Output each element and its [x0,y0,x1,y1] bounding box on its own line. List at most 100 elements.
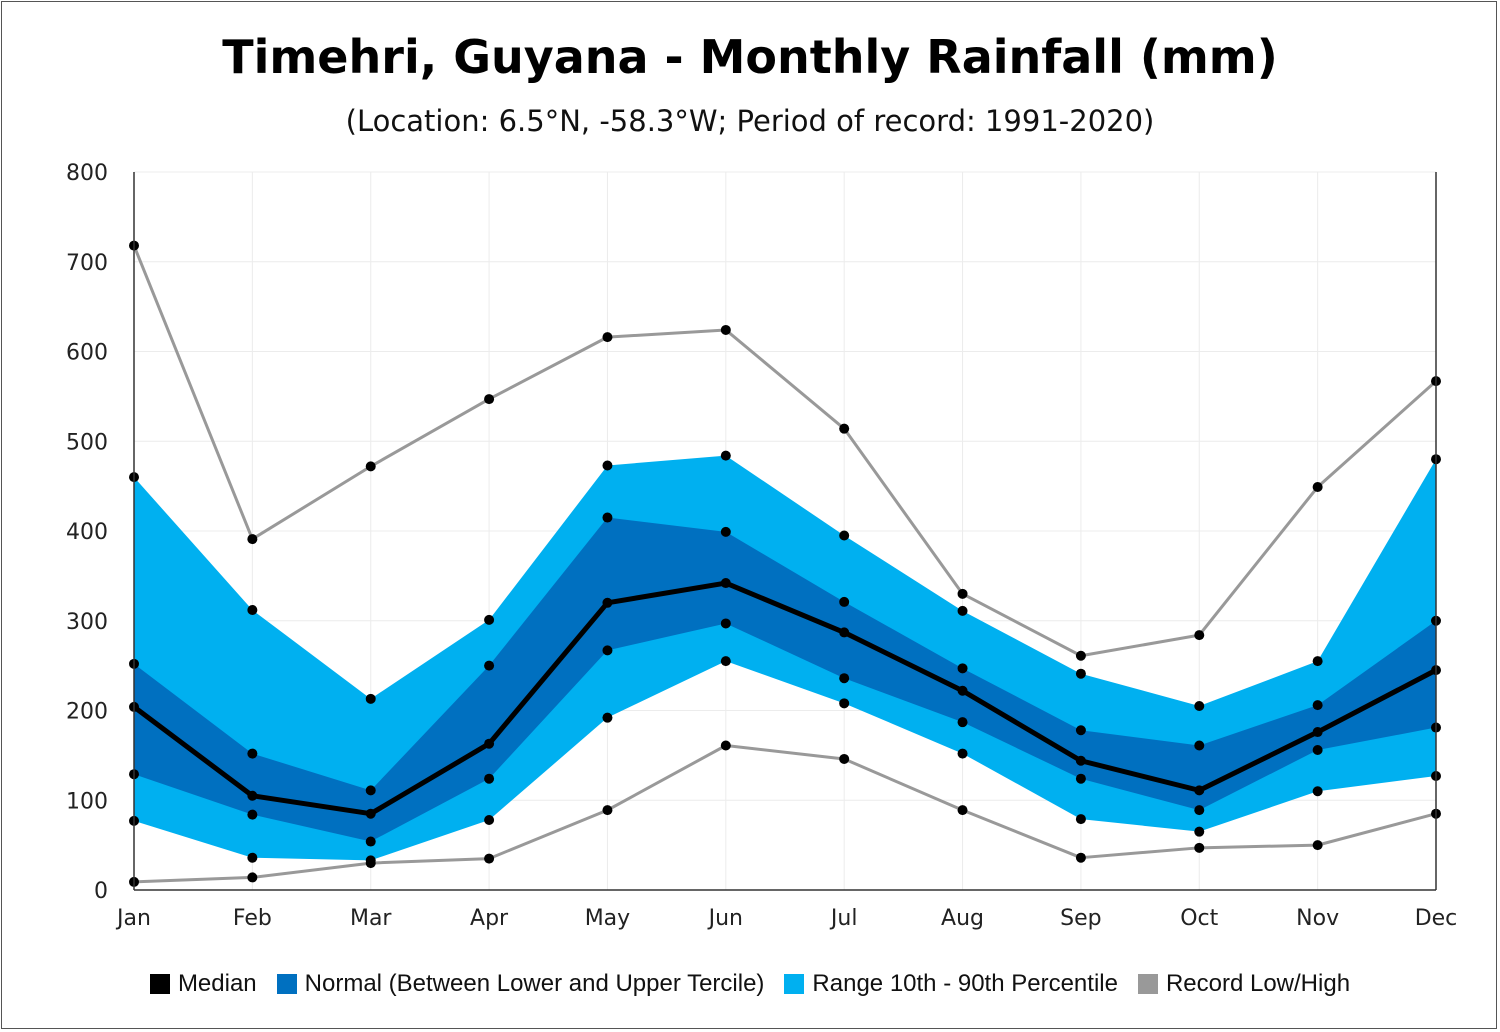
legend-label-percentile-range: Range 10th - 90th Percentile [812,970,1118,997]
median-point [1312,727,1323,738]
record-high-point [1194,630,1205,641]
lower-tercile-point [720,618,731,629]
legend-item-record: Record Low/High [1137,970,1351,998]
lower-tercile-point [365,836,376,847]
y-tick-label: 800 [66,161,108,186]
record-low-point [484,853,495,864]
y-tick-label: 0 [94,879,108,904]
upper-tercile-point [247,748,258,759]
y-tick-label: 600 [66,341,108,366]
median-point [1194,785,1205,796]
record-low-line [133,744,1437,884]
y-tick-label: 700 [66,251,108,276]
median-point [247,790,258,801]
record-low-point [1194,842,1205,853]
record-low-point [957,805,968,816]
legend-label-record: Record Low/High [1165,970,1351,997]
record-high-line [132,245,1438,658]
upper-tercile-point [839,596,850,607]
record-high-point [720,324,731,335]
p90-point [1312,656,1323,667]
record-low-point [720,740,731,751]
record-high-point [839,423,850,434]
p90-point [602,460,613,471]
x-tick-label: Mar [350,906,392,931]
median-point [1075,755,1086,766]
p10-point [1194,826,1205,837]
lower-tercile-point [602,645,613,656]
y-tick-label: 100 [66,789,108,814]
y-tick-label: 300 [66,610,108,635]
chart-subtitle: (Location: 6.5°N, -58.3°W; Period of rec… [345,104,1155,138]
record-high-point [1075,650,1086,661]
p90-point [484,614,495,625]
median-point [602,597,613,608]
upper-tercile-point [957,663,968,674]
lower-tercile-point [247,809,258,820]
p10-point [365,855,376,866]
p90-point [1194,701,1205,712]
upper-tercile-point [602,512,613,523]
p90-point [839,530,850,541]
line-layer [132,245,1438,884]
legend-item-normal: Normal (Between Lower and Upper Tercile) [276,970,765,998]
legend-label-normal: Normal (Between Lower and Upper Tercile) [304,970,765,997]
median-point [484,738,495,749]
record-low-point [839,753,850,764]
p90-point [720,450,731,461]
p10-point [247,852,258,863]
axis-layer: 0 100 200 300 400 500 600 700 800 Jan Feb Mar Apr May… [66,161,1457,931]
record-high-point [957,588,968,599]
x-tick-label: Nov [1296,906,1339,931]
legend-swatch-normal [276,974,297,994]
x-tick-label: Sep [1060,906,1101,931]
legend-label-median: Median [177,970,257,997]
legend-item-percentile-range: Range 10th - 90th Percentile [784,970,1118,998]
p10-point [602,712,613,723]
lower-tercile-point [957,717,968,728]
x-tick-label: Jun [707,906,743,931]
p10-point [1312,786,1323,797]
y-tick-label: 400 [66,520,108,545]
lower-tercile-point [1312,744,1323,755]
p90-point [247,604,258,615]
legend-swatch-median [149,974,170,994]
chart-title: Timehri, Guyana - Monthly Rainfall (mm) [222,30,1278,84]
record-high-point [365,461,376,472]
x-tick-label: May [585,906,630,931]
x-tick-label: Oct [1180,906,1218,931]
legend-swatch-record [1137,974,1158,994]
p10-point [957,748,968,759]
upper-tercile-point [484,660,495,671]
median-point [720,578,731,589]
record-low-point [602,805,613,816]
median-line [132,580,1438,817]
p10-point [1075,814,1086,825]
y-tick-label: 500 [66,430,108,455]
median-point [957,685,968,696]
upper-tercile-point [365,785,376,796]
record-low-point [1312,840,1323,851]
record-high-point [1312,482,1323,493]
y-tick-label: 200 [66,700,108,725]
record-low-point [1075,852,1086,863]
upper-tercile-point [1075,725,1086,736]
record-high-point [602,332,613,343]
x-tick-label: Apr [470,906,509,931]
p90-point [365,693,376,704]
record-high-point [484,394,495,405]
chart-legend: Median Normal (Between Lower and Upper T… [0,966,1500,1002]
lower-tercile-point [1194,805,1205,816]
p10-point [720,656,731,667]
upper-tercile-point [1312,700,1323,711]
p10-point [839,698,850,709]
record-low-point [247,872,258,883]
x-tick-label: Jan [115,906,151,931]
x-tick-label: Jul [829,906,858,931]
p90-point [957,605,968,616]
legend-item-median: Median [149,970,257,998]
lower-tercile-point [1075,773,1086,784]
legend-swatch-percentile-range [784,974,805,994]
x-tick-label: Dec [1415,906,1458,931]
